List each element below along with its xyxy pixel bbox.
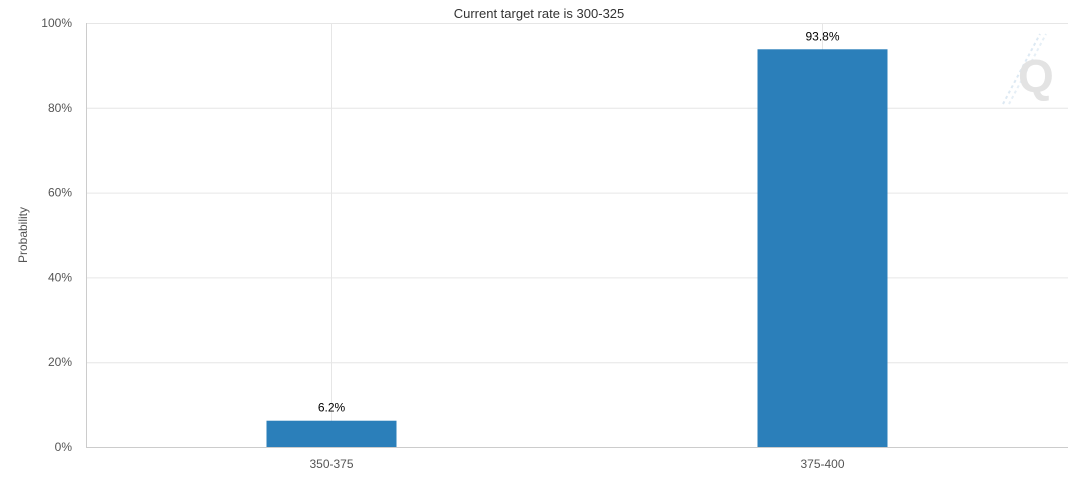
x-tick-label: 350-375 xyxy=(309,457,353,471)
bar-350-375 xyxy=(266,420,397,447)
y-tick-label: 60% xyxy=(48,186,72,200)
y-tick-label: 80% xyxy=(48,101,72,115)
data-label: 6.2% xyxy=(318,401,346,415)
y-tick-label: 20% xyxy=(48,355,72,369)
y-tick-label: 40% xyxy=(48,270,72,284)
bar-375-400 xyxy=(757,49,888,448)
y-tick-label: 100% xyxy=(41,16,72,30)
chart-title: Current target rate is 300-325 xyxy=(454,6,625,21)
gridlines xyxy=(86,23,1068,447)
axes xyxy=(86,23,1068,448)
x-tick-label: 375-400 xyxy=(800,457,844,471)
data-label: 93.8% xyxy=(805,29,839,43)
watermark-logo: Q xyxy=(1002,33,1054,105)
y-tick-label: 0% xyxy=(55,440,73,454)
watermark-stripes xyxy=(1002,33,1047,105)
watermark-letter: Q xyxy=(1018,50,1054,102)
labels: 0% 20% 40% 60% 80% 100% 6.2% 350-375 93.8% 375-40… xyxy=(41,16,845,471)
bars xyxy=(266,49,888,448)
y-axis-title: Probability xyxy=(16,207,30,263)
